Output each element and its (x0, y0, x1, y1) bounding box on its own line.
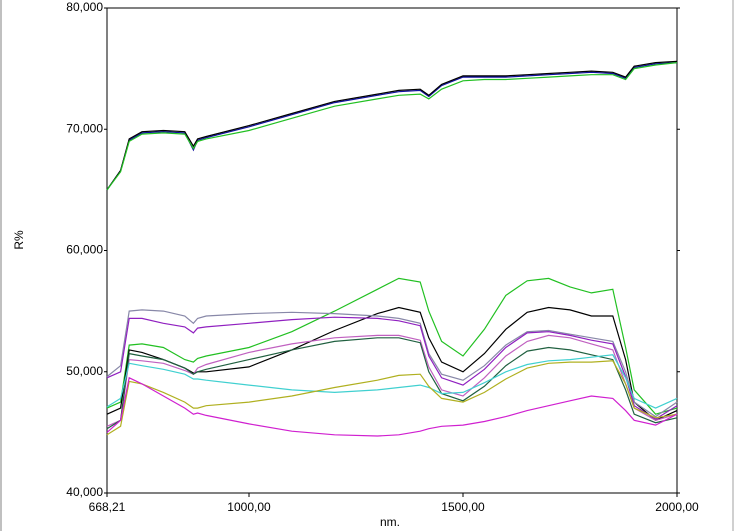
x-tick-label: 2000,00 (655, 500, 699, 514)
y-tick-label: 70,000 (66, 121, 103, 135)
y-tick-label: 40,000 (66, 485, 103, 499)
y-tick-label: 50,000 (66, 364, 103, 378)
spectrum-line (106, 277, 678, 415)
spectrum-line (106, 316, 678, 420)
spectrum-line (106, 354, 678, 409)
x-tick-label: 1500,00 (441, 500, 485, 514)
y-tick-label: 80,000 (66, 0, 103, 14)
spectrum-line (106, 334, 678, 427)
spectrum-line (106, 376, 678, 437)
spectrum-line (106, 309, 678, 418)
y-tick-label: 60,000 (66, 243, 103, 257)
x-tick-label: 1000,00 (227, 500, 271, 514)
x-tick-label: 668,21 (89, 500, 126, 514)
spectrum-line (106, 62, 678, 191)
y-axis-label: R% (12, 230, 26, 250)
spectrum-line (106, 62, 678, 191)
x-axis-label: nm. (380, 515, 400, 529)
spectrum-line (106, 60, 678, 191)
spectrum-line (106, 360, 678, 436)
